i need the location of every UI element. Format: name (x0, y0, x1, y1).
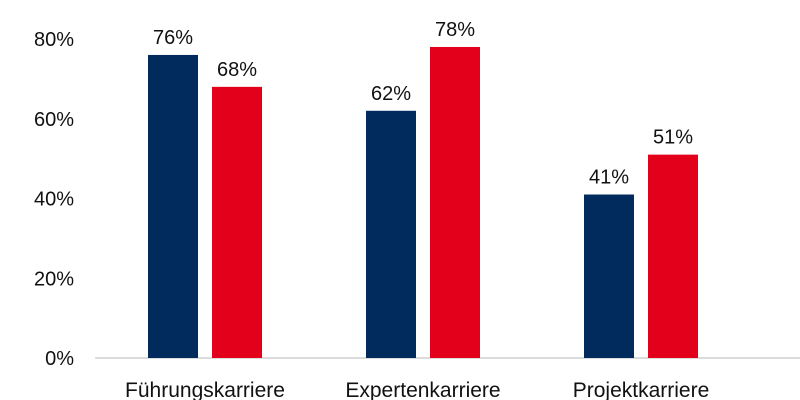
data-label: 76% (153, 27, 193, 49)
data-label: 41% (589, 167, 629, 189)
y-axis: 0% 20% 40% 60% 80% (34, 29, 74, 370)
x-tick-label: Expertenkarriere (345, 379, 500, 400)
y-tick-label: 40% (34, 189, 74, 211)
bar-series1-2 (584, 194, 634, 358)
data-labels-layer: 76% 62% 41% 68% 78% 51% (153, 19, 693, 189)
y-tick-label: 80% (34, 29, 74, 51)
y-tick-label: 60% (34, 109, 74, 131)
data-label: 78% (435, 19, 475, 41)
data-label: 68% (217, 59, 257, 81)
data-label: 62% (371, 83, 411, 105)
x-tick-label: Führungskarriere (125, 379, 285, 400)
bar-series2-2 (648, 154, 698, 358)
bars-layer (148, 46, 698, 359)
y-tick-label: 0% (45, 348, 74, 370)
bar-series2-1 (430, 46, 480, 358)
x-axis: Führungskarriere Expertenkarriere Projektk… (125, 379, 709, 400)
x-tick-label: Projektkarriere (573, 379, 710, 400)
y-tick-label: 20% (34, 268, 74, 290)
bar-series1-1 (366, 110, 416, 359)
bar-series2-0 (212, 86, 262, 358)
bar-series1-0 (148, 54, 198, 358)
data-label: 51% (653, 127, 693, 149)
